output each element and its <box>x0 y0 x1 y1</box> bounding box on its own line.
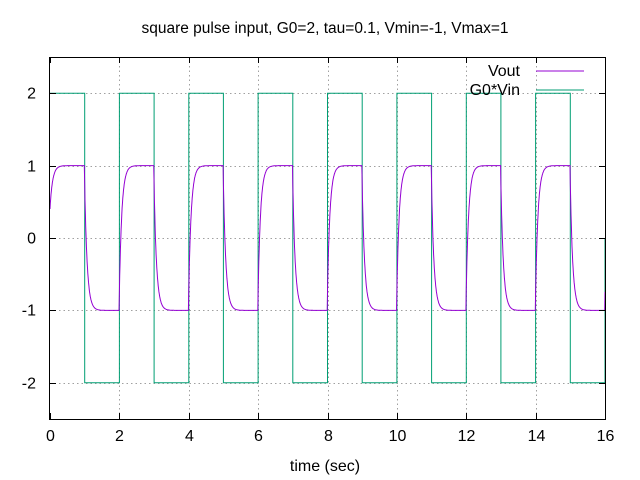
chart-title: square pulse input, G0=2, tau=0.1, Vmin=… <box>141 20 508 37</box>
x-tick-label: 16 <box>597 428 615 445</box>
x-tick-label: 4 <box>185 428 194 445</box>
ticks <box>50 57 606 419</box>
x-tick-label: 8 <box>324 428 333 445</box>
y-tick-label: -1 <box>22 303 36 320</box>
y-tick-label: 1 <box>27 159 36 176</box>
x-axis-label: time (sec) <box>290 458 360 475</box>
plot-lines <box>49 92 606 384</box>
plot-frame <box>49 57 606 420</box>
legend-label-vout: Vout <box>488 63 521 80</box>
y-tick-label: 2 <box>27 86 36 103</box>
series-line-g0vin <box>50 92 606 384</box>
x-tick-label: 2 <box>115 428 124 445</box>
x-tick-label: 0 <box>46 428 55 445</box>
legend-label-g0vin: G0*Vin <box>470 82 520 99</box>
x-tick-label: 10 <box>389 428 407 445</box>
y-tick-label: 0 <box>27 231 36 248</box>
legend: Vout G0*Vin <box>470 63 584 99</box>
y-tick-label: -2 <box>22 376 36 393</box>
series-line-vout <box>49 165 606 311</box>
x-tick-label: 6 <box>254 428 263 445</box>
x-tick-label: 14 <box>528 428 546 445</box>
x-tick-label: 12 <box>458 428 476 445</box>
